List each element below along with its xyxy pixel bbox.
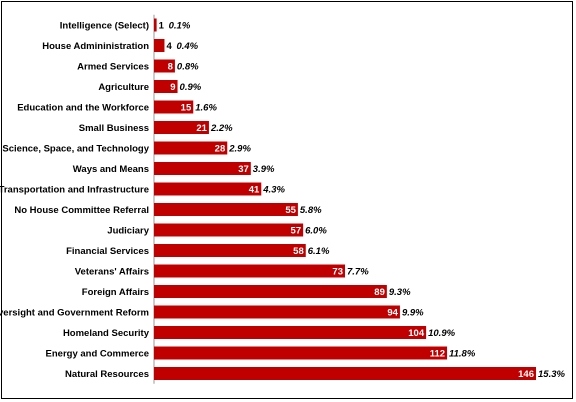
category-label: Foreign Affairs bbox=[82, 287, 149, 298]
category-label: Financial Services bbox=[66, 246, 149, 257]
bar bbox=[154, 264, 345, 278]
bar-value-label: 8 bbox=[168, 62, 173, 73]
category-label: Judiciary bbox=[107, 226, 149, 237]
bar-percent-label: 9.3% bbox=[389, 287, 411, 298]
bar bbox=[154, 285, 387, 298]
bar bbox=[154, 346, 448, 360]
bar bbox=[154, 18, 157, 32]
bar-percent-label: 0.1% bbox=[169, 21, 191, 32]
bar bbox=[154, 182, 262, 196]
category-label: Small Business bbox=[79, 123, 149, 134]
bar-percent-label: 15.3% bbox=[538, 369, 565, 380]
bar bbox=[154, 203, 298, 216]
category-label: Education and the Workforce bbox=[17, 103, 149, 114]
bar bbox=[154, 80, 178, 93]
bar bbox=[154, 141, 228, 155]
bar-value-label: 9 bbox=[170, 82, 175, 93]
bar-percent-label: 6.0% bbox=[305, 226, 327, 237]
bar-percent-label: 0.8% bbox=[177, 62, 199, 73]
bar bbox=[154, 121, 209, 134]
bar bbox=[154, 305, 400, 319]
category-label: Energy and Commerce bbox=[46, 349, 149, 360]
category-label: Science, Space, and Technology bbox=[2, 144, 149, 155]
bar-value-label: 58 bbox=[293, 246, 304, 257]
bar-percent-label: 2.2% bbox=[210, 123, 233, 134]
bar-percent-label: 0.4% bbox=[176, 41, 198, 52]
category-label: Agriculture bbox=[98, 82, 149, 93]
bar-percent-label: 1.6% bbox=[195, 103, 217, 114]
bar-percent-label: 2.9% bbox=[228, 144, 251, 155]
bar-percent-label: 4.3% bbox=[262, 185, 285, 196]
category-label: Natural Resources bbox=[65, 369, 149, 380]
bar-percent-label: 7.7% bbox=[347, 267, 369, 278]
bar-value-label: 73 bbox=[332, 267, 343, 278]
bar-value-label: 4 bbox=[166, 41, 172, 52]
bar bbox=[154, 367, 536, 380]
bar-value-label: 55 bbox=[285, 205, 296, 216]
bar-percent-label: 6.1% bbox=[308, 246, 330, 257]
bar-value-label: 89 bbox=[374, 287, 385, 298]
bar-value-label: 21 bbox=[196, 123, 207, 134]
bar bbox=[154, 162, 251, 175]
bar-value-label: 94 bbox=[387, 308, 398, 319]
bar-value-label: 37 bbox=[238, 164, 249, 175]
bar-value-label: 41 bbox=[249, 185, 260, 196]
category-label: Intelligence (Select) bbox=[60, 21, 149, 32]
bar-value-label: 1 bbox=[159, 21, 165, 32]
bar bbox=[154, 244, 306, 257]
bar bbox=[154, 326, 427, 339]
bar-value-label: 28 bbox=[215, 144, 226, 155]
bar-percent-label: 5.8% bbox=[300, 205, 322, 216]
category-label: Ways and Means bbox=[73, 164, 149, 175]
bar bbox=[154, 100, 194, 114]
category-label: Armed Services bbox=[77, 62, 149, 73]
bar-value-label: 112 bbox=[430, 349, 445, 360]
bar-percent-label: 3.9% bbox=[253, 164, 275, 175]
bar-percent-label: 11.8% bbox=[449, 349, 476, 360]
bar-value-label: 104 bbox=[408, 328, 425, 339]
category-label: House Admininistration bbox=[42, 41, 149, 52]
category-label: Homeland Security bbox=[63, 328, 150, 339]
bar bbox=[154, 223, 304, 237]
category-label: No House Committee Referral bbox=[14, 205, 149, 216]
bar-percent-label: 0.9% bbox=[180, 82, 202, 93]
bar-percent-label: 9.9% bbox=[402, 308, 424, 319]
category-label: Oversight and Government Reform bbox=[0, 308, 149, 319]
bar bbox=[154, 59, 175, 73]
bar-value-label: 57 bbox=[291, 226, 302, 237]
category-label: Transportation and Infrastructure bbox=[0, 185, 149, 196]
bar-value-label: 15 bbox=[181, 103, 192, 114]
bar-percent-label: 10.9% bbox=[428, 328, 455, 339]
bar bbox=[154, 39, 165, 52]
category-label: Veterans' Affairs bbox=[75, 267, 149, 278]
bar-value-label: 146 bbox=[518, 369, 534, 380]
